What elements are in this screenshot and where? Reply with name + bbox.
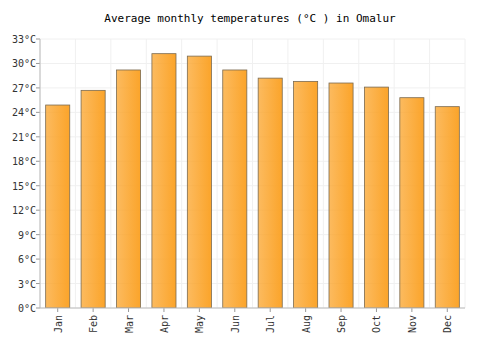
x-tick-mark	[234, 308, 235, 312]
bar	[435, 107, 459, 308]
chart-container: Average monthly temperatures (°C ) in Om…	[0, 0, 500, 350]
x-tick-label: Oct	[371, 315, 382, 333]
y-tick-label: 24°C	[12, 107, 36, 118]
tick-mark	[36, 63, 40, 64]
grid-line-vertical	[287, 39, 288, 308]
tick-mark	[36, 112, 40, 113]
x-tick-mark	[341, 308, 342, 312]
x-tick-mark	[128, 308, 129, 312]
grid	[40, 39, 465, 308]
tick-mark	[36, 308, 40, 309]
bar	[294, 81, 318, 308]
x-tick-mark	[376, 308, 377, 312]
tick-mark	[36, 283, 40, 284]
x-tick-label: Sep	[336, 315, 347, 333]
x-tick-label: Aug	[301, 315, 312, 333]
y-tick-label: 21°C	[12, 132, 36, 143]
bar	[400, 98, 424, 308]
bar	[364, 87, 388, 308]
bars	[46, 54, 460, 308]
y-tick-label: 27°C	[12, 83, 36, 94]
grid-line-vertical	[429, 39, 430, 308]
grid-line	[40, 308, 465, 309]
bar	[46, 105, 70, 308]
y-tick-label: 33°C	[12, 34, 36, 45]
x-tick-label: Feb	[88, 315, 99, 333]
tick-mark	[36, 234, 40, 235]
y-tick-label: 9°C	[18, 230, 36, 241]
x-tick-label: Jan	[53, 315, 64, 333]
x-tick-label: Jun	[230, 315, 241, 333]
bar	[187, 56, 211, 308]
y-tick-label: 12°C	[12, 205, 36, 216]
tick-mark	[36, 185, 40, 186]
chart: Average monthly temperatures (°C ) in Om…	[0, 0, 500, 350]
x-tick-label: Nov	[407, 315, 418, 333]
y-tick-label: 3°C	[18, 279, 36, 290]
tick-mark	[36, 259, 40, 260]
x-tick-label: Dec	[442, 315, 453, 333]
y-tick-label: 6°C	[18, 254, 36, 265]
grid-line-vertical	[394, 39, 395, 308]
x-tick-label: Jul	[265, 315, 276, 333]
x-tick-mark	[199, 308, 200, 312]
x-tick-mark	[447, 308, 448, 312]
grid-line-vertical	[110, 39, 111, 308]
x-tick-mark	[305, 308, 306, 312]
x-tick-mark	[411, 308, 412, 312]
x-tick-mark	[57, 308, 58, 312]
y-tick-label: 30°C	[12, 58, 36, 69]
x-tick-label: Apr	[159, 315, 170, 333]
y-tick-label: 0°C	[18, 303, 36, 314]
grid-line	[40, 63, 465, 64]
grid-line-vertical	[217, 39, 218, 308]
tick-mark	[36, 210, 40, 211]
bar	[329, 83, 353, 308]
grid-line-vertical	[323, 39, 324, 308]
x-tick-label: Mar	[124, 315, 135, 333]
x-axis	[40, 308, 465, 309]
grid-line	[40, 87, 465, 88]
title: Average monthly temperatures (°C ) in Om…	[104, 12, 396, 25]
grid-line-vertical	[146, 39, 147, 308]
x-tick-label: May	[194, 315, 205, 333]
grid-line-vertical	[252, 39, 253, 308]
tick-mark	[36, 39, 40, 40]
bar	[152, 54, 176, 308]
bar	[117, 70, 141, 308]
tick-mark	[36, 87, 40, 88]
y-tick-label: 15°C	[12, 181, 36, 192]
grid-line-vertical	[181, 39, 182, 308]
x-tick-mark	[270, 308, 271, 312]
bar	[81, 90, 105, 308]
tick-mark	[36, 136, 40, 137]
x-tick-mark	[163, 308, 164, 312]
tick-mark	[36, 161, 40, 162]
y-tick-label: 18°C	[12, 156, 36, 167]
grid-line-vertical	[75, 39, 76, 308]
x-tick-mark	[93, 308, 94, 312]
grid-line-vertical	[465, 39, 466, 308]
bar	[223, 70, 247, 308]
bar	[258, 78, 282, 308]
grid-line-vertical	[40, 39, 41, 308]
grid-line	[40, 39, 465, 40]
y-axis	[40, 39, 41, 308]
grid-line-vertical	[358, 39, 359, 308]
